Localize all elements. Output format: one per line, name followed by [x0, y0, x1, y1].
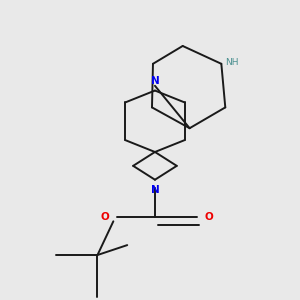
- Text: O: O: [100, 212, 109, 222]
- Text: N: N: [151, 76, 159, 86]
- Text: O: O: [205, 212, 213, 222]
- Text: NH: NH: [225, 58, 238, 67]
- Text: N: N: [151, 185, 159, 195]
